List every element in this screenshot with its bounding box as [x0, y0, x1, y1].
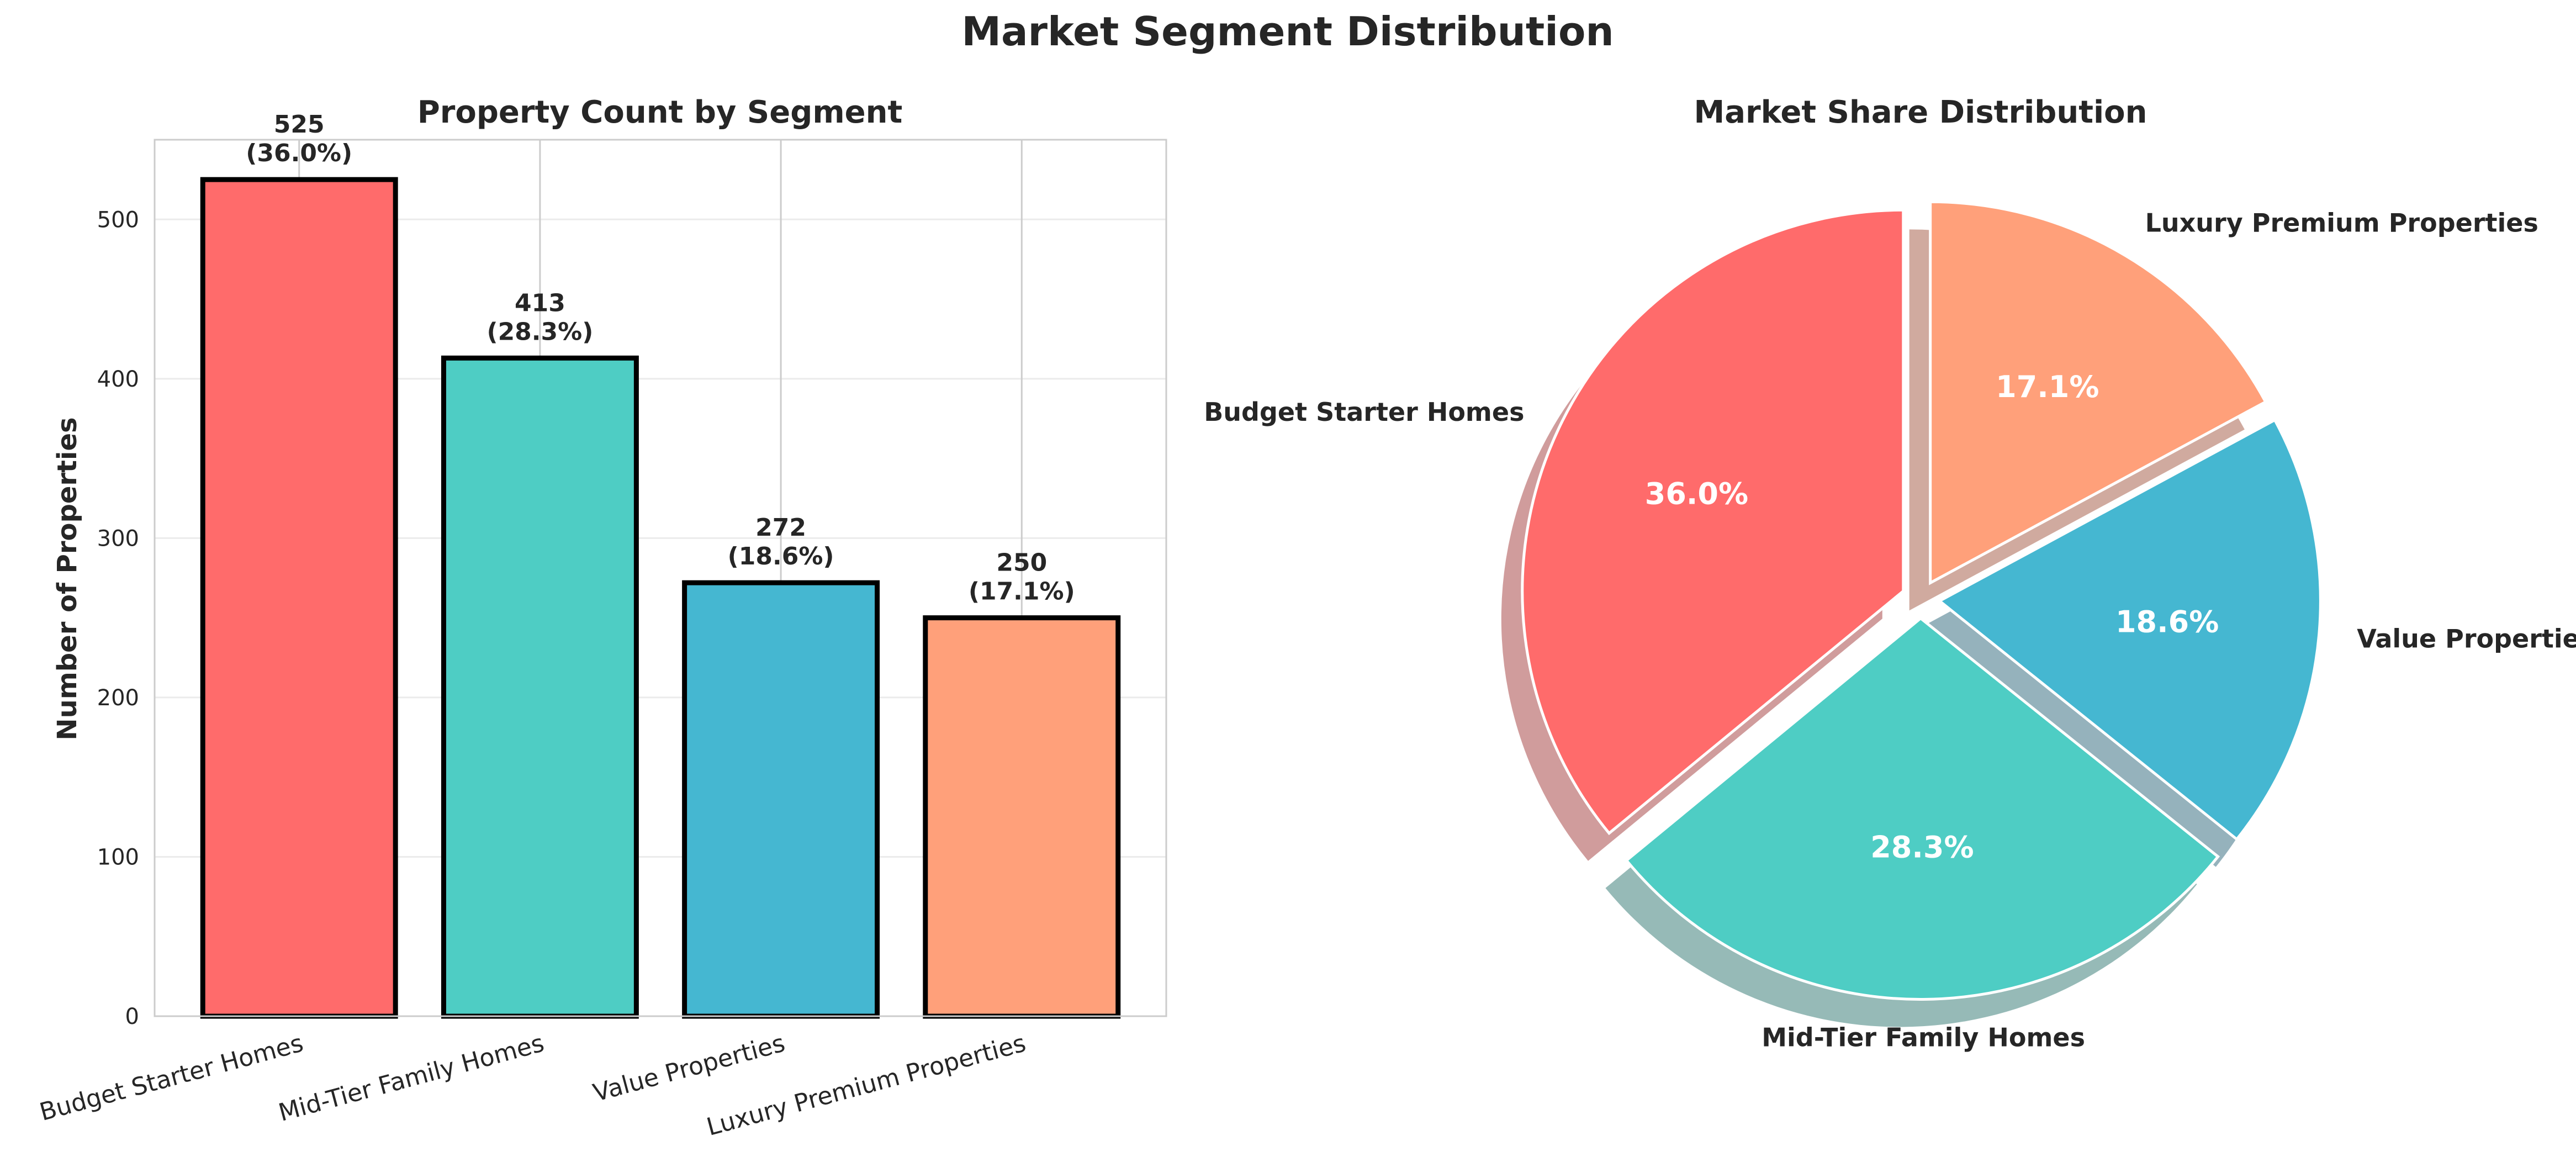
- bar-ytick-label: 300: [97, 526, 139, 551]
- bar-value-label: 525: [274, 110, 325, 139]
- pie-chart-title: Market Share Distribution: [1694, 94, 2147, 130]
- pie-wedge-4: [1929, 200, 2268, 585]
- figure-title: Market Segment Distribution: [961, 8, 1614, 55]
- bar-chart-title: Property Count by Segment: [417, 94, 903, 130]
- pie-wedge-1: [1521, 208, 1905, 836]
- pie-chart: Market Share Distribution 36.0% 28.3% 18.6…: [1204, 94, 2576, 1052]
- bar-value-label: 272: [755, 514, 806, 542]
- bar-ytick-label: 0: [125, 1004, 139, 1029]
- bar-percent-label: (18.6%): [728, 542, 834, 571]
- pie-percent-label: 17.1%: [1996, 369, 2099, 404]
- pie-percent-label: 28.3%: [1870, 830, 1974, 864]
- bar-axis-frame: [154, 139, 1167, 1017]
- bar-value-label: 250: [996, 549, 1047, 577]
- bar-ytick-label: 500: [97, 207, 139, 233]
- pie-category-label: Budget Starter Homes: [1204, 397, 1524, 427]
- bar-3: [682, 580, 880, 1019]
- bar-4: [923, 615, 1121, 1019]
- pie-wedge-2: [1624, 616, 2220, 1001]
- pie-category-label: Value Properties: [2357, 624, 2576, 654]
- bar-ytick-label: 100: [97, 844, 139, 870]
- bar-ytick-label: 400: [97, 367, 139, 392]
- bar-ytick-label: 200: [97, 685, 139, 711]
- pie-wedge-3: [1937, 418, 2322, 842]
- bar-percent-label: (36.0%): [246, 139, 352, 167]
- pie-percent-label: 18.6%: [2115, 604, 2219, 639]
- bar-2: [441, 355, 639, 1019]
- bar-chart: Property Count by Segment Number of Prop…: [36, 94, 1167, 1142]
- pie-percent-label: 36.0%: [1645, 477, 1748, 511]
- bar-1: [200, 177, 398, 1019]
- bar-chart-ylabel: Number of Properties: [52, 417, 83, 740]
- bar-percent-label: (17.1%): [969, 578, 1075, 606]
- pie-category-label: Luxury Premium Properties: [2145, 208, 2538, 238]
- bar-percent-label: (28.3%): [486, 318, 593, 346]
- pie-category-label: Mid-Tier Family Homes: [1762, 1022, 2085, 1052]
- bar-value-label: 413: [515, 289, 565, 317]
